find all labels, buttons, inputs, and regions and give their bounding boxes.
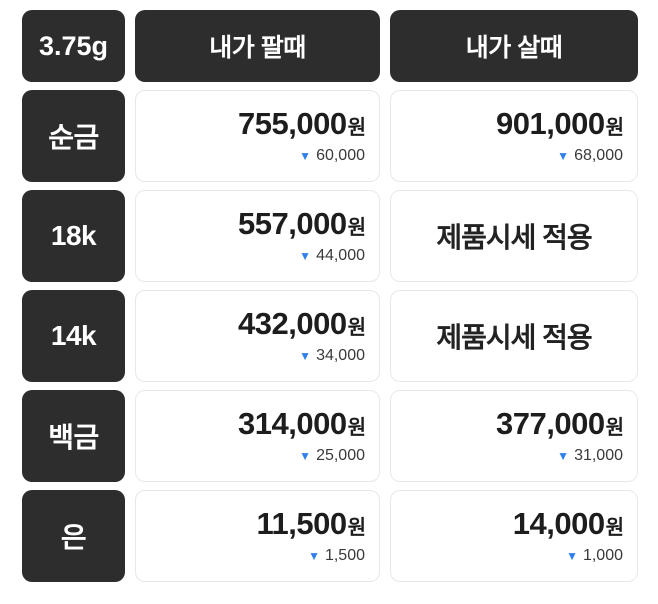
buy-price-cell-platinum: 377,000원 ▼ 31,000 (390, 390, 638, 482)
sell-price-cell-platinum: 314,000원 ▼ 25,000 (135, 390, 380, 482)
change-line: ▼ 25,000 (299, 448, 365, 464)
price-value: 377,000 (496, 406, 605, 441)
price-value: 11,500 (256, 506, 347, 541)
change-value: 44,000 (316, 247, 365, 264)
change-value: 31,000 (574, 447, 623, 464)
price-line: 314,000원 (238, 406, 366, 441)
row-label-text: 백금 (48, 422, 99, 453)
row-label-text: 은 (60, 522, 87, 553)
change-line: ▼ 34,000 (299, 348, 365, 364)
row-label-18k: 18k (22, 190, 125, 282)
down-arrow-icon: ▼ (566, 549, 578, 563)
row-label-14k: 14k (22, 290, 125, 382)
change-value: 60,000 (316, 147, 365, 164)
price-unit: 원 (347, 217, 366, 239)
change-value: 1,500 (324, 547, 365, 564)
price-value: 432,000 (238, 306, 347, 341)
price-unit: 원 (605, 417, 624, 439)
header-unit-cell: 3.75g (22, 10, 125, 82)
price-line: 11,500원 (256, 506, 366, 541)
price-unit: 원 (605, 517, 624, 539)
price-value: 755,000 (238, 106, 347, 141)
sell-price-cell-18k: 557,000원 ▼ 44,000 (135, 190, 380, 282)
price-line: 755,000원 (238, 106, 366, 141)
row-label-platinum: 백금 (22, 390, 125, 482)
buy-column-label: 내가 살때 (465, 34, 563, 62)
price-value: 14,000 (512, 506, 605, 541)
change-line: ▼ 68,000 (557, 148, 623, 164)
buy-price-cell-pure-gold: 901,000원 ▼ 68,000 (390, 90, 638, 182)
sell-column-label: 내가 팔때 (209, 34, 306, 62)
header-buy-column: 내가 살때 (390, 10, 638, 82)
price-line: 377,000원 (496, 406, 624, 441)
price-unit: 원 (347, 117, 366, 139)
sell-price-cell-14k: 432,000원 ▼ 34,000 (135, 290, 380, 382)
price-line: 901,000원 (496, 106, 624, 141)
price-line: 557,000원 (238, 206, 366, 241)
buy-applied-cell-18k: 제품시세 적용 (390, 190, 638, 282)
change-line: ▼ 60,000 (299, 148, 365, 164)
down-arrow-icon: ▼ (299, 149, 312, 163)
down-arrow-icon: ▼ (557, 449, 570, 463)
row-label-text: 순금 (48, 122, 99, 153)
down-arrow-icon: ▼ (299, 449, 312, 463)
row-label-pure-gold: 순금 (22, 90, 125, 182)
down-arrow-icon: ▼ (299, 249, 312, 263)
price-value: 901,000 (496, 106, 605, 141)
change-line: ▼ 31,000 (557, 448, 623, 464)
down-arrow-icon: ▼ (299, 349, 312, 363)
price-line: 14,000원 (512, 506, 624, 541)
price-table: 3.75g 내가 팔때 내가 살때 순금 755,000원 ▼ 60,000 9… (22, 10, 638, 582)
change-line: ▼ 1,500 (308, 548, 365, 564)
buy-applied-cell-14k: 제품시세 적용 (390, 290, 638, 382)
price-unit: 원 (347, 517, 366, 539)
row-label-text: 14k (50, 320, 97, 351)
down-arrow-icon: ▼ (308, 549, 320, 563)
row-label-text: 18k (50, 220, 97, 251)
change-value: 68,000 (574, 147, 623, 164)
change-value: 34,000 (316, 347, 365, 364)
change-value: 25,000 (316, 447, 365, 464)
change-line: ▼ 1,000 (566, 548, 623, 564)
unit-label: 3.75g (38, 30, 109, 61)
price-value: 314,000 (238, 406, 347, 441)
price-unit: 원 (347, 317, 366, 339)
down-arrow-icon: ▼ (557, 149, 570, 163)
price-unit: 원 (347, 417, 366, 439)
change-line: ▼ 44,000 (299, 248, 365, 264)
row-label-silver: 은 (22, 490, 125, 582)
change-value: 1,000 (582, 547, 623, 564)
product-price-applied-text: 제품시세 적용 (436, 322, 592, 353)
buy-price-cell-silver: 14,000원 ▼ 1,000 (390, 490, 638, 582)
price-value: 557,000 (238, 206, 347, 241)
price-unit: 원 (605, 117, 624, 139)
sell-price-cell-pure-gold: 755,000원 ▼ 60,000 (135, 90, 380, 182)
header-sell-column: 내가 팔때 (135, 10, 380, 82)
product-price-applied-text: 제품시세 적용 (436, 222, 592, 253)
price-line: 432,000원 (238, 306, 366, 341)
sell-price-cell-silver: 11,500원 ▼ 1,500 (135, 490, 380, 582)
